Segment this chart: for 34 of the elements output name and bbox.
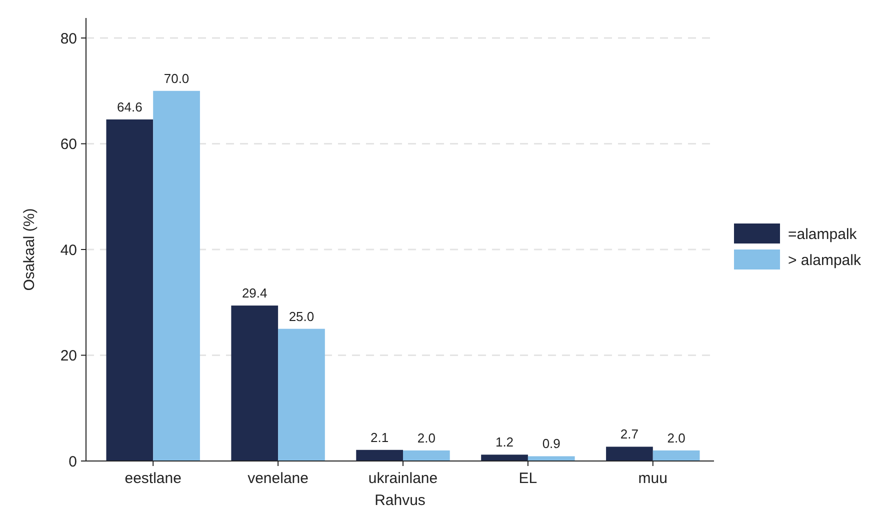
data-label: 2.0 xyxy=(667,430,686,446)
legend-label: =alampalk xyxy=(788,226,858,243)
x-axis-title: Rahvus xyxy=(374,492,426,509)
y-tick-label: 60 xyxy=(60,136,77,153)
bar xyxy=(606,446,653,461)
data-label: 2.7 xyxy=(620,426,639,442)
bar xyxy=(528,456,575,461)
data-label: 70.0 xyxy=(164,70,190,86)
data-label: 1.2 xyxy=(495,434,514,450)
bar xyxy=(403,450,450,461)
bar xyxy=(231,306,278,461)
y-tick-label: 80 xyxy=(60,30,77,48)
data-label: 0.9 xyxy=(542,436,560,452)
x-tick-label: ukrainlane xyxy=(368,470,438,487)
bar xyxy=(278,328,325,461)
data-label: 2.1 xyxy=(370,430,389,445)
y-tick-label: 20 xyxy=(60,348,77,364)
bar xyxy=(153,90,200,461)
y-axis-title: Osakaal (%) xyxy=(21,208,38,291)
legend-label: > alampalk xyxy=(788,252,862,269)
y-tick-label: 40 xyxy=(60,242,77,259)
x-tick-label: eestlane xyxy=(124,470,182,487)
data-label: 2.0 xyxy=(417,430,436,446)
x-tick-label: EL xyxy=(518,470,538,487)
bar xyxy=(652,450,700,461)
data-label: 64.6 xyxy=(117,99,142,114)
bar xyxy=(356,450,403,461)
x-tick-label: venelane xyxy=(248,470,308,487)
y-tick-label: 0 xyxy=(68,453,77,470)
data-label: 29.4 xyxy=(242,286,268,301)
bar xyxy=(481,454,528,461)
data-label: 25.0 xyxy=(288,308,314,324)
x-tick-label: muu xyxy=(638,470,668,487)
bar xyxy=(106,119,154,461)
